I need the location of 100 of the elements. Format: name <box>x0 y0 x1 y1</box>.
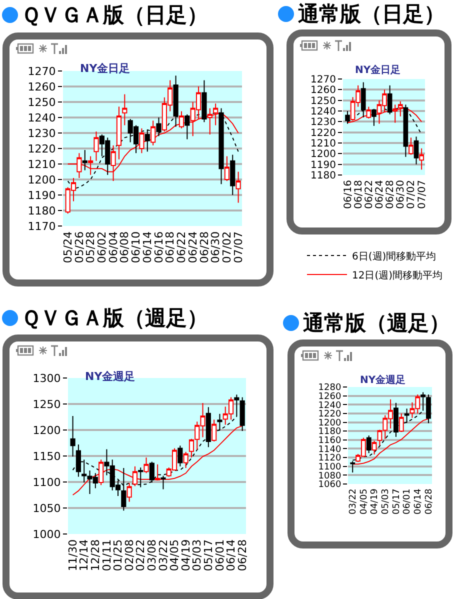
candlestick <box>202 80 207 123</box>
candlestick <box>408 137 414 156</box>
y-tick-label: 1050 <box>32 502 61 515</box>
candlestick <box>184 114 190 140</box>
y-tick-label: 1260 <box>318 392 342 402</box>
x-tick-label: 06/28 <box>424 488 434 515</box>
candlestick <box>372 440 377 455</box>
candlestick <box>132 466 138 487</box>
chart-subtitle: NY金日足 <box>355 64 401 76</box>
y-tick-label: 1140 <box>318 444 342 455</box>
x-tick-label: 02/08 <box>122 539 136 572</box>
y-tick-label: 1260 <box>310 85 336 96</box>
x-tick-label: 05/17 <box>202 539 215 572</box>
line-series <box>72 425 243 496</box>
y-tick-label: 1180 <box>310 170 336 182</box>
x-tick-label: 07/07 <box>232 231 245 264</box>
x-tick-label: 05/28 <box>84 231 98 264</box>
candlestick <box>76 444 81 478</box>
y-tick-label: 1230 <box>28 126 56 140</box>
y-tick-label: 1190 <box>28 188 56 202</box>
y-tick-label: 1220 <box>28 142 56 156</box>
candlestick <box>240 396 245 432</box>
candlestick <box>155 464 160 481</box>
x-tick-label: 06/28 <box>198 231 211 264</box>
candlestick <box>236 171 241 204</box>
candlestick <box>70 415 76 458</box>
candlestick <box>160 475 166 490</box>
candlestick <box>414 136 419 165</box>
x-tick-label: 06/30 <box>396 180 407 209</box>
y-tick-label: 1180 <box>318 427 342 438</box>
y-tick-label: 1230 <box>310 117 336 128</box>
candlestick <box>122 94 128 126</box>
x-tick-label: 06/30 <box>209 231 222 264</box>
candlestick <box>116 106 122 160</box>
candlestick <box>419 148 424 170</box>
y-tick-label: 1120 <box>318 454 342 464</box>
y-tick-label: 1240 <box>318 400 342 411</box>
x-tick-label: 01/25 <box>112 539 125 572</box>
candlestick <box>420 392 426 412</box>
legend-label: 12日(週)間移動平均 <box>352 269 443 282</box>
x-tick-label: 04/05 <box>359 488 370 515</box>
x-tick-label: 06/24 <box>374 180 386 209</box>
x-tick-label: 06/08 <box>118 231 132 264</box>
y-tick-label: 1200 <box>310 149 336 160</box>
x-tick-label: 06/28 <box>236 539 249 572</box>
y-tick-label: 1200 <box>32 424 61 437</box>
candlestick <box>139 128 144 154</box>
y-tick-label: 1250 <box>310 96 336 107</box>
chart-title: 通常版（日足） <box>297 2 445 26</box>
y-tick-label: 1100 <box>32 476 61 489</box>
y-tick-label: 1080 <box>318 471 342 482</box>
candlestick <box>398 412 404 432</box>
y-tick-label: 1270 <box>28 64 56 78</box>
x-tick-label: 11/30 <box>66 539 80 572</box>
y-tick-label: 1280 <box>318 383 342 394</box>
y-tick-label: 1250 <box>28 96 56 109</box>
x-tick-label: 05/03 <box>190 539 204 572</box>
y-tick-label: 1150 <box>32 450 61 463</box>
x-tick-label: 06/18 <box>164 231 177 264</box>
chart-subtitle: NY金週足 <box>360 374 406 386</box>
candlestick <box>183 451 188 468</box>
x-tick-label: 05/26 <box>72 231 86 264</box>
candlestick <box>366 435 372 454</box>
x-tick-label: 07/02 <box>406 180 418 209</box>
candlestick <box>426 394 431 424</box>
x-tick-label: 06/14 <box>140 231 154 264</box>
x-tick-label: 12/28 <box>88 539 102 572</box>
y-tick-label: 1060 <box>318 480 342 490</box>
x-tick-label: 06/18 <box>353 180 364 209</box>
x-tick-label: 06/22 <box>175 231 188 264</box>
x-tick-label: 03/22 <box>348 488 359 515</box>
y-tick-label: 1250 <box>32 398 61 411</box>
candlestick <box>178 445 183 467</box>
x-tick-label: 06/16 <box>342 180 354 209</box>
candlestick <box>144 457 149 474</box>
line-series <box>352 418 429 465</box>
x-tick-label: 05/24 <box>61 231 74 264</box>
candlestick <box>149 461 154 484</box>
x-tick-label: 06/22 <box>364 180 375 209</box>
y-tick-label: 1260 <box>28 80 56 94</box>
x-tick-label: 06/02 <box>96 231 109 264</box>
y-tick-label: 1210 <box>310 138 336 150</box>
candlestick <box>144 129 150 152</box>
x-tick-label: 07/07 <box>416 180 428 209</box>
x-tick-label: 06/28 <box>385 180 396 209</box>
chart-subtitle: NY金日足 <box>80 62 130 75</box>
candlestick <box>126 482 132 502</box>
candlestick <box>224 156 230 182</box>
chart-title: ＱＶＧＡ版（日足） <box>21 3 208 27</box>
x-tick-label: 04/05 <box>168 539 182 572</box>
candlestick <box>372 108 376 126</box>
x-tick-label: 06/04 <box>106 231 120 264</box>
y-tick-label: 1180 <box>28 204 56 218</box>
x-tick-label: 02/22 <box>134 539 148 572</box>
x-tick-label: 05/17 <box>392 488 402 515</box>
y-tick-label: 1160 <box>318 436 342 446</box>
x-tick-label: 06/10 <box>130 231 143 264</box>
y-tick-label: 1200 <box>318 418 342 428</box>
y-tick-label: 1240 <box>28 111 56 124</box>
y-tick-label: 1100 <box>318 462 342 473</box>
